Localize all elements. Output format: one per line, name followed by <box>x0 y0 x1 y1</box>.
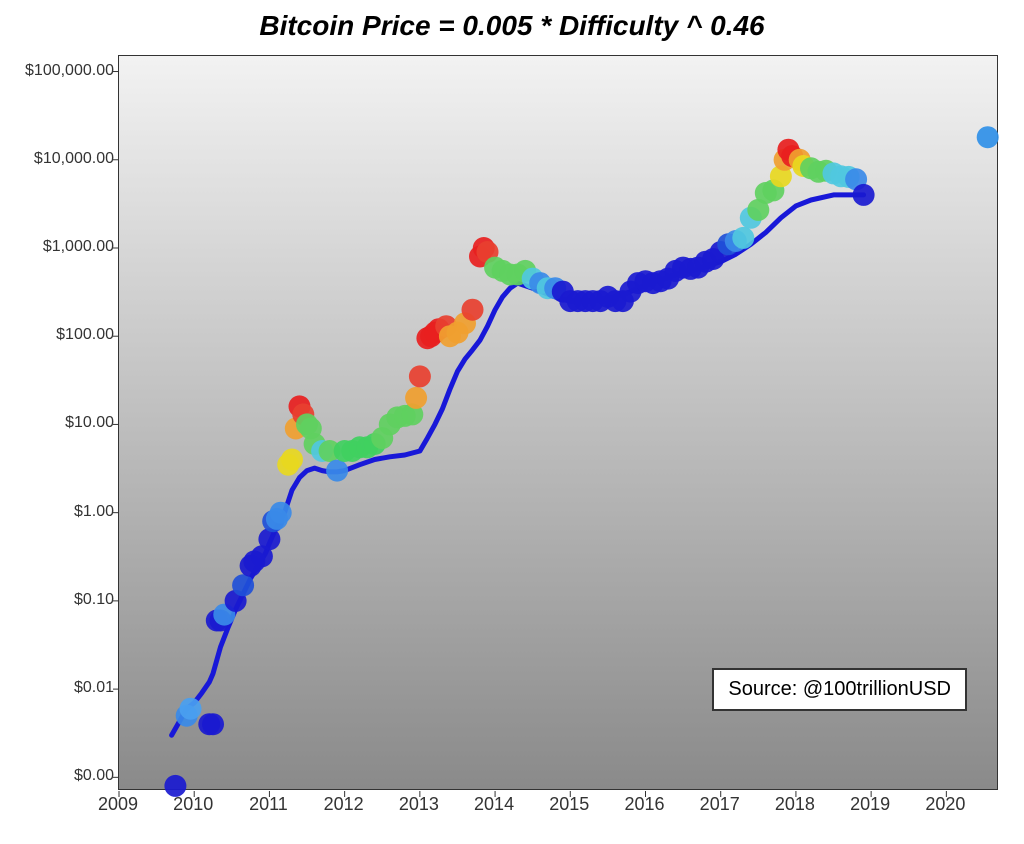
x-tick-label: 2012 <box>324 794 364 815</box>
y-tick-label: $0.01 <box>2 679 114 697</box>
scatter-point <box>732 227 754 249</box>
scatter-point <box>326 460 348 482</box>
scatter-point <box>270 502 292 524</box>
scatter-point <box>232 574 254 596</box>
y-tick-label: $1,000.00 <box>2 238 114 256</box>
scatter-point <box>462 299 484 321</box>
source-text: Source: @100trillionUSD <box>728 678 951 700</box>
scatter-point <box>853 184 875 206</box>
y-tick-label: $10,000.00 <box>2 150 114 168</box>
scatter-point <box>409 365 431 387</box>
x-tick-label: 2019 <box>850 794 890 815</box>
scatter-point <box>180 698 202 720</box>
y-tick-label: $0.10 <box>2 591 114 609</box>
x-tick-label: 2018 <box>775 794 815 815</box>
x-tick-label: 2013 <box>399 794 439 815</box>
x-tick-label: 2014 <box>474 794 514 815</box>
scatter-point <box>977 126 999 148</box>
x-tick-label: 2020 <box>925 794 965 815</box>
y-tick-label: $100,000.00 <box>2 62 114 80</box>
x-tick-label: 2009 <box>98 794 138 815</box>
x-axis: 2009201020112012201320142015201620172018… <box>118 790 998 830</box>
x-tick-label: 2017 <box>700 794 740 815</box>
y-tick-label: $10.00 <box>2 414 114 432</box>
x-tick-label: 2016 <box>624 794 664 815</box>
x-tick-label: 2010 <box>173 794 213 815</box>
chart-container: Bitcoin Price = 0.005 * Difficulty ^ 0.4… <box>0 0 1024 844</box>
y-tick-label: $0.00 <box>2 767 114 785</box>
scatter-point <box>405 387 427 409</box>
y-tick-label: $1.00 <box>2 503 114 521</box>
y-axis: $0.00 $0.01 $0.10 $1.00 $10.00 $100.00 $1,000.… <box>0 55 118 790</box>
scatter-point <box>202 713 224 735</box>
source-attribution: Source: @100trillionUSD <box>712 668 967 711</box>
plot-area: Source: @100trillionUSD <box>118 55 998 790</box>
x-tick-label: 2011 <box>249 794 288 815</box>
x-tick-label: 2015 <box>549 794 589 815</box>
scatter-point <box>281 449 303 471</box>
chart-title: Bitcoin Price = 0.005 * Difficulty ^ 0.4… <box>0 10 1024 42</box>
y-tick-label: $100.00 <box>2 326 114 344</box>
